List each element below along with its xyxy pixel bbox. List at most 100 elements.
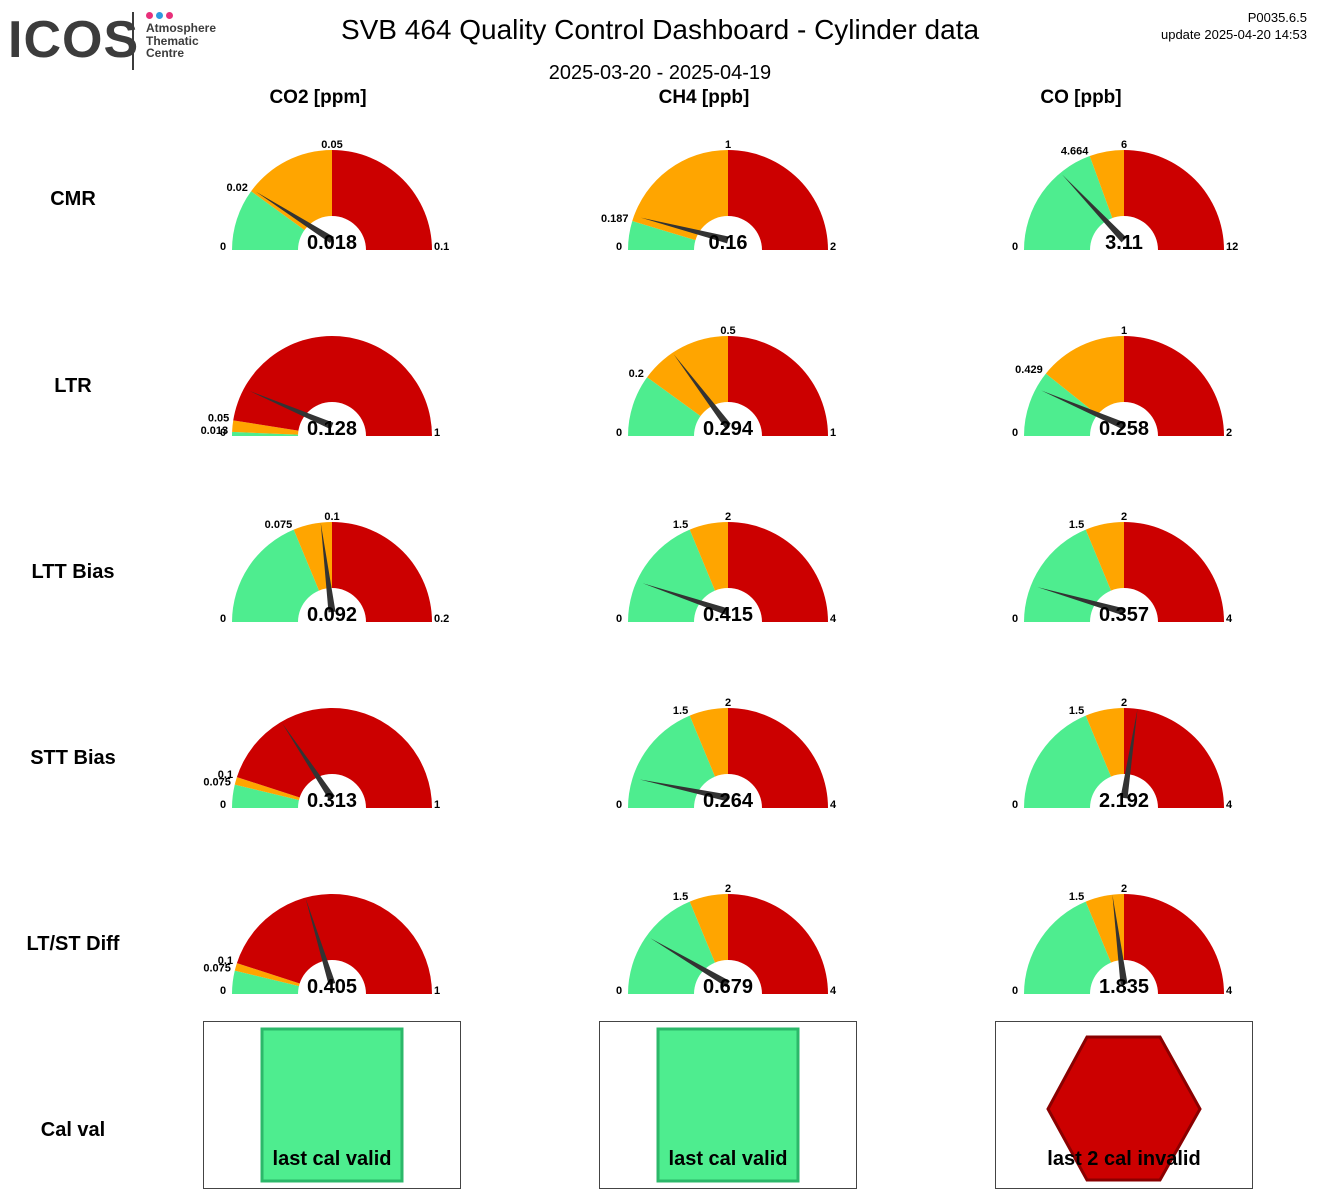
gauge-max-label: 12: [1226, 241, 1238, 253]
gauge-baseline-mask: [230, 994, 434, 1004]
gauge-needle: [1037, 587, 1125, 616]
gauge: 0.264 0 4 1.5 2: [616, 697, 837, 842]
version-number: P0035.6.5: [1247, 10, 1307, 25]
gauge-baseline-mask: [1022, 994, 1226, 1004]
gauge-baseline-mask: [1022, 250, 1226, 260]
gauge-threshold-label: 0.013: [201, 425, 229, 437]
gauge-threshold-label: 2: [725, 883, 731, 895]
gauge-min-label: 0: [1012, 241, 1018, 253]
gauge-max-label: 1: [434, 799, 440, 811]
gauge-baseline-mask: [230, 250, 434, 260]
gauge-zone-red: [1124, 150, 1224, 250]
gauge-value: 0.405: [307, 976, 357, 998]
gauge-min-label: 0: [220, 799, 226, 811]
gauge-needle: [639, 779, 729, 802]
gauge-max-label: 1: [830, 427, 836, 439]
cal-status-label: last cal valid: [272, 1148, 392, 1170]
cal-status-label: last 2 cal invalid: [1047, 1148, 1201, 1170]
gauge-zone-green: [232, 529, 332, 622]
gauge-value: 0.16: [709, 232, 748, 254]
logo-dot: [146, 12, 153, 19]
gauge-max-label: 4: [830, 799, 837, 811]
gauge-threshold-label: 1.5: [1069, 891, 1084, 903]
logo-dot: [166, 12, 173, 19]
gauge-zone-red: [1124, 336, 1224, 436]
gauge-threshold-label: 0.075: [265, 519, 293, 531]
gauge-needle: [249, 390, 334, 430]
gauge-needle: [1041, 390, 1126, 430]
gauge-min-label: 0: [1012, 613, 1018, 625]
gauge-threshold-label: 1: [1121, 325, 1127, 337]
gauge-value: 0.415: [703, 604, 753, 626]
gauge-threshold-label: 4.664: [1061, 145, 1089, 157]
column-header-ch4: CH4 [ppb]: [658, 87, 750, 108]
gauge-threshold-label: 2: [1121, 883, 1127, 895]
gauge-threshold-label: 0.05: [208, 413, 229, 425]
gauge-zone-green: [1024, 901, 1124, 994]
row-label-ltr: LTR: [54, 375, 92, 397]
gauge-min-label: 0: [220, 613, 226, 625]
gauge-min-label: 0: [616, 427, 622, 439]
gauge-min-label: 0: [616, 985, 622, 997]
gauge-max-label: 2: [1226, 427, 1232, 439]
logo-sub-line: Thematic: [146, 33, 199, 48]
cal-status-hexagon: [1046, 1035, 1202, 1182]
gauge-max-label: 1: [434, 427, 440, 439]
cal-status-square: [260, 1027, 404, 1183]
gauge-threshold-label: 0.05: [321, 139, 342, 151]
gauge: 0.679 0 4 1.5 2: [616, 883, 837, 1028]
cal-val-panel-co2: last cal valid: [203, 1021, 461, 1189]
gauge-threshold-label: 1.5: [673, 705, 688, 717]
gauge-value: 0.679: [703, 976, 753, 998]
gauge-value: 0.128: [307, 418, 357, 440]
gauge-max-label: 2: [830, 241, 836, 253]
gauge-value: 0.092: [307, 604, 357, 626]
gauge-needle: [673, 354, 731, 429]
gauge-value: 0.294: [703, 418, 754, 440]
gauge-min-label: 0: [616, 799, 622, 811]
gauge-max-label: 0.1: [434, 241, 449, 253]
update-timestamp: update 2025-04-20 14:53: [1160, 27, 1307, 42]
gauge-needle: [1062, 174, 1127, 243]
gauge-baseline-mask: [626, 622, 830, 632]
date-range: 2025-03-20 - 2025-04-19: [548, 62, 772, 84]
cal-status-label: last cal valid: [668, 1148, 788, 1170]
gauge-threshold-label: 1.5: [673, 891, 688, 903]
gauge-threshold-label: 0.2: [629, 368, 644, 380]
gauge-baseline-mask: [1022, 808, 1226, 818]
gauge-zone-red: [332, 150, 432, 250]
gauge-threshold-label: 1.5: [1069, 705, 1084, 717]
gauge-zone-red: [728, 708, 828, 808]
gauge-baseline-mask: [626, 994, 830, 1004]
gauge-needle: [305, 898, 336, 985]
gauge-baseline-mask: [626, 250, 830, 260]
gauge-threshold-label: 2: [1121, 697, 1127, 709]
cal-val-panel-ch4: last cal valid: [599, 1021, 857, 1189]
gauge-threshold-label: 0.5: [720, 325, 735, 337]
gauge-threshold-label: 0.075: [203, 777, 231, 789]
column-header-co2: CO2 [ppm]: [269, 87, 367, 108]
gauge-min-label: 0: [616, 241, 622, 253]
row-label-lt-st-diff: LT/ST Diff: [26, 933, 120, 955]
gauge-threshold-label: 0.1: [324, 511, 339, 523]
gauge: 0.092 0 0.2 0.075 0.1: [220, 511, 449, 656]
cal-status-square: [656, 1027, 800, 1183]
gauge-threshold-label: 0.1: [218, 769, 233, 781]
gauge: 3.11 0 12 4.664 6: [1012, 139, 1238, 284]
gauge-zone-green: [1024, 156, 1124, 250]
gauge-value: 2.192: [1099, 790, 1149, 812]
gauge-min-label: 0: [1012, 985, 1018, 997]
gauge-value: 0.357: [1099, 604, 1149, 626]
gauge-baseline-mask: [230, 622, 434, 632]
gauge-zone-red: [236, 707, 432, 808]
cal-val-panel-co: last 2 cal invalid: [995, 1021, 1253, 1189]
gauge-max-label: 4: [1226, 799, 1233, 811]
gauge: 0.258 0 2 0.429 1: [1012, 325, 1232, 470]
gauge-zone-orange: [632, 149, 728, 250]
gauge-min-label: 0: [616, 613, 622, 625]
column-header-co: CO [ppb]: [1040, 87, 1122, 108]
